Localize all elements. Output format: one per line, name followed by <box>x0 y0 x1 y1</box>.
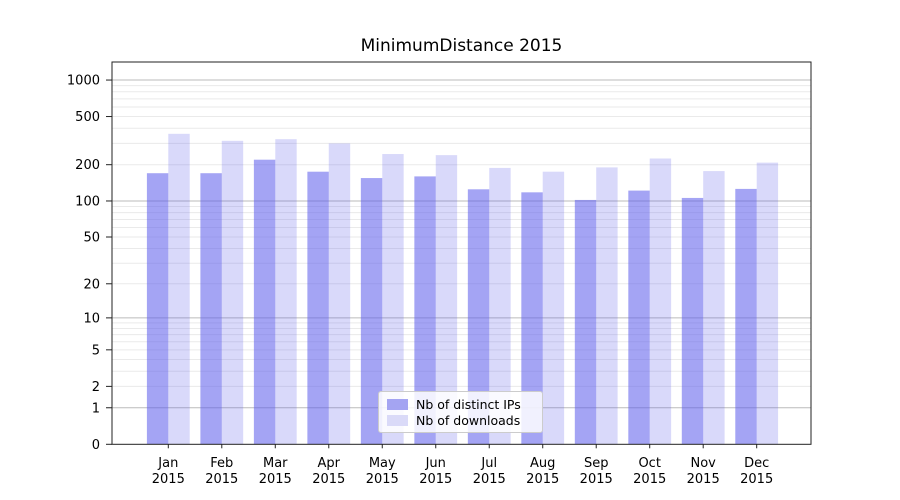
legend-label-downloads: Nb of downloads <box>416 412 521 428</box>
y-tick-label: 1000 <box>67 74 100 89</box>
x-tick-label: Oct 2015 <box>633 456 666 487</box>
x-tick-label: Jan 2015 <box>152 456 185 487</box>
x-tick-label: Jul 2015 <box>473 456 506 487</box>
bar-downloads-nov <box>703 171 725 445</box>
bar-downloads-apr <box>328 143 351 445</box>
x-tick-label: Mar 2015 <box>259 456 292 487</box>
x-tick-label: Dec 2015 <box>740 456 773 487</box>
legend-label-distinct-ips: Nb of distinct IPs <box>416 396 521 412</box>
bar-distinct-ips-nov <box>681 197 704 445</box>
bar-downloads-oct <box>649 158 672 445</box>
bar-distinct-ips-sep <box>574 199 597 445</box>
bar-distinct-ips-mar <box>253 159 276 445</box>
bar-distinct-ips-feb <box>200 173 222 445</box>
x-tick-label: Sep 2015 <box>580 456 613 487</box>
chart-legend: Nb of distinct IPs Nb of downloads <box>378 391 543 433</box>
bar-downloads-aug <box>542 171 565 445</box>
bar-distinct-ips-apr <box>307 171 329 445</box>
y-tick-label: 200 <box>75 158 100 173</box>
bar-downloads-jan <box>168 133 190 445</box>
x-tick-label: Nov 2015 <box>687 456 720 487</box>
chart-title: MinimumDistance 2015 <box>360 36 563 56</box>
bar-distinct-ips-jan <box>146 173 169 445</box>
y-tick-label: 5 <box>92 343 100 358</box>
legend-item-downloads: Nb of downloads <box>387 412 534 428</box>
bar-distinct-ips-jul <box>467 189 490 445</box>
bar-downloads-sep <box>596 167 618 445</box>
legend-swatch-distinct-ips <box>387 398 408 410</box>
bar-downloads-dec <box>756 162 779 445</box>
bar-downloads-jun <box>435 155 458 445</box>
bar-downloads-jul <box>489 167 511 445</box>
bar-distinct-ips-may <box>360 178 383 445</box>
y-tick-label: 100 <box>75 194 100 209</box>
x-tick-label: Feb 2015 <box>205 456 238 487</box>
x-tick-label: Apr 2015 <box>312 456 345 487</box>
y-tick-label: 2 <box>92 380 100 395</box>
y-tick-label: 10 <box>83 311 100 326</box>
y-tick-label: 50 <box>83 231 100 246</box>
legend-swatch-downloads <box>387 414 408 426</box>
bar-downloads-mar <box>275 139 297 445</box>
bar-distinct-ips-aug <box>521 192 543 445</box>
x-tick-label: May 2015 <box>366 456 399 487</box>
y-tick-label: 20 <box>83 277 100 292</box>
x-tick-label: Jun 2015 <box>419 456 452 487</box>
legend-item-distinct-ips: Nb of distinct IPs <box>387 396 534 412</box>
x-tick-label: Aug 2015 <box>526 456 559 487</box>
y-tick-label: 500 <box>75 110 100 125</box>
bar-downloads-may <box>382 154 404 445</box>
y-tick-label: 0 <box>92 438 100 453</box>
bar-distinct-ips-oct <box>628 190 650 445</box>
plot-frame <box>111 61 812 445</box>
bar-distinct-ips-dec <box>735 188 757 445</box>
bar-downloads-feb <box>221 140 244 445</box>
bar-distinct-ips-jun <box>414 176 436 445</box>
y-tick-label: 1 <box>92 401 100 416</box>
